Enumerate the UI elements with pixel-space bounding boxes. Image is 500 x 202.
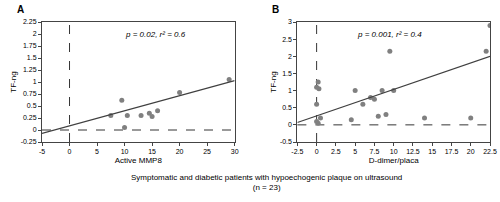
svg-text:1.25: 1.25 [23, 66, 37, 73]
svg-text:17.5: 17.5 [445, 148, 459, 155]
svg-text:12.5: 12.5 [406, 148, 420, 155]
svg-text:30: 30 [231, 148, 239, 155]
svg-text:2.25: 2.25 [23, 18, 37, 25]
svg-text:0: 0 [33, 126, 37, 133]
svg-text:-0.5: -0.5 [280, 138, 292, 145]
svg-text:0: 0 [68, 148, 72, 155]
svg-text:2.5: 2.5 [331, 148, 341, 155]
svg-text:1.5: 1.5 [27, 54, 37, 61]
svg-text:-2.5: -2.5 [291, 148, 303, 155]
svg-text:5: 5 [95, 148, 99, 155]
svg-text:D-dimer/placa: D-dimer/placa [369, 156, 419, 165]
svg-text:15: 15 [148, 148, 156, 155]
svg-text:10: 10 [390, 148, 398, 155]
svg-text:22.5: 22.5 [483, 148, 497, 155]
svg-text:0.5: 0.5 [282, 104, 292, 111]
svg-text:1.75: 1.75 [23, 42, 37, 49]
svg-text:TF-ng: TF-ng [9, 71, 18, 92]
svg-text:5: 5 [353, 148, 357, 155]
svg-text:TF-ng: TF-ng [269, 71, 278, 92]
svg-text:A: A [17, 4, 24, 15]
svg-text:0.5: 0.5 [27, 102, 37, 109]
svg-text:p = 0.02, r² = 0.6: p = 0.02, r² = 0.6 [125, 30, 186, 39]
svg-text:2: 2 [288, 53, 292, 60]
svg-text:Symptomatic and diabetic patie: Symptomatic and diabetic patients with h… [131, 173, 402, 192]
svg-text:2: 2 [33, 30, 37, 37]
svg-text:0: 0 [288, 121, 292, 128]
svg-text:-0.25: -0.25 [21, 138, 37, 145]
svg-text:20: 20 [176, 148, 184, 155]
svg-text:p = 0.001, r² = 0.4: p = 0.001, r² = 0.4 [357, 30, 422, 39]
svg-text:25: 25 [203, 148, 211, 155]
svg-text:Active MMP8: Active MMP8 [115, 156, 163, 165]
svg-text:-5: -5 [39, 148, 45, 155]
svg-text:3: 3 [288, 18, 292, 25]
svg-text:15: 15 [428, 148, 436, 155]
svg-text:B: B [272, 4, 279, 15]
svg-text:20: 20 [467, 148, 475, 155]
svg-text:0.25: 0.25 [23, 114, 37, 121]
svg-text:0: 0 [315, 148, 319, 155]
svg-text:10: 10 [121, 148, 129, 155]
svg-text:1.5: 1.5 [282, 70, 292, 77]
svg-text:7.5: 7.5 [370, 148, 380, 155]
svg-text:0.75: 0.75 [23, 90, 37, 97]
svg-text:1: 1 [288, 87, 292, 94]
svg-text:1: 1 [33, 78, 37, 85]
svg-text:2.5: 2.5 [282, 36, 292, 43]
